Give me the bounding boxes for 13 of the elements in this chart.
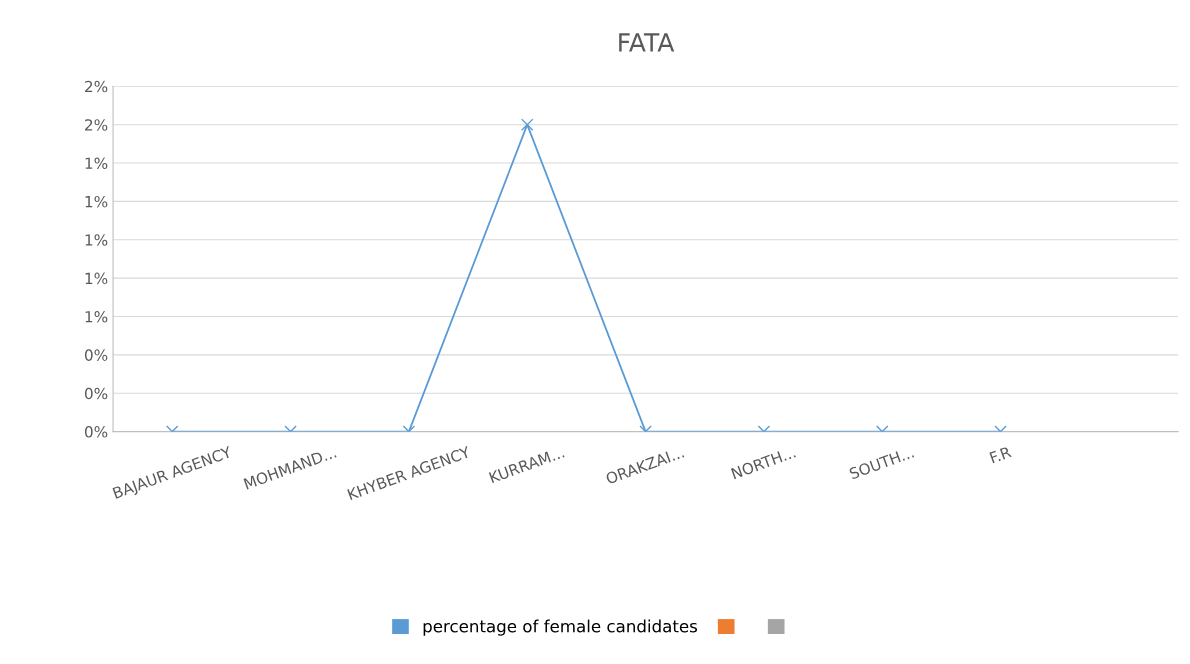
- y-tick-label: 0%: [84, 387, 108, 400]
- y-tick-label: 1%: [85, 234, 108, 246]
- y-tick-label: 0%: [84, 349, 108, 361]
- y-tick-label: 1%: [85, 195, 108, 208]
- y-tick-label: 0%: [84, 426, 108, 438]
- y-tick-label: 2%: [85, 119, 108, 131]
- x-tick-label: F.R: [989, 446, 1012, 464]
- legend-label: percentage of female candidates: [423, 619, 698, 636]
- y-tick-label: 2%: [85, 80, 108, 93]
- chart-title: FATA: [619, 33, 675, 52]
- y-tick-label: 1%: [85, 310, 108, 323]
- y-tick-label: 1%: [85, 157, 108, 170]
- y-tick-label: 1%: [85, 272, 108, 285]
